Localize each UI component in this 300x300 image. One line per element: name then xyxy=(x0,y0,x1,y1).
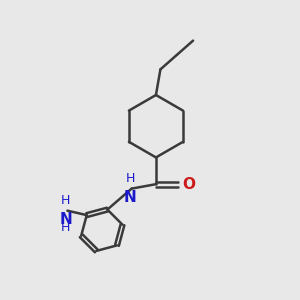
Text: N: N xyxy=(59,212,72,227)
Text: H: H xyxy=(125,172,135,185)
Text: N: N xyxy=(124,190,136,205)
Text: H: H xyxy=(61,194,70,207)
Text: O: O xyxy=(182,177,195,192)
Text: H: H xyxy=(61,221,70,234)
